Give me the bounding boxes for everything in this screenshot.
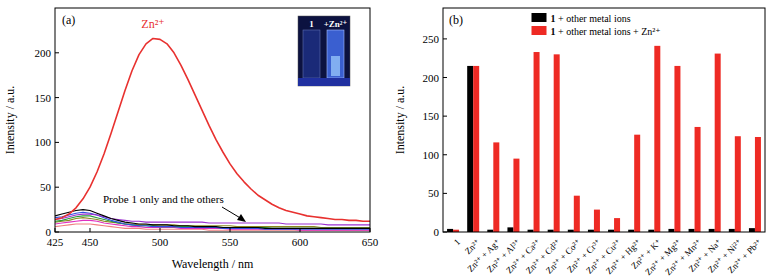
y-axis-label: Intensity / a.u. [3, 86, 17, 155]
legend: 1 + other metal ions 1 + other metal ions… [532, 13, 661, 37]
spectrum-line [55, 210, 370, 229]
x-tick-label: 500 [152, 236, 169, 248]
bar [554, 54, 560, 232]
panel-label: (b) [449, 13, 463, 27]
inset-photo [298, 16, 350, 86]
legend-label: 1 + other metal ions + Zn²⁺ [551, 26, 661, 37]
y-tick-label: 50 [428, 187, 440, 199]
y-tick [443, 193, 447, 194]
y-tick [55, 142, 59, 143]
bar [634, 135, 640, 232]
category-label: Zn²⁺ + Pb²⁺ [726, 237, 764, 275]
legend-label: 1 + other metal ions [551, 13, 631, 24]
y-tick-label: 100 [35, 136, 52, 148]
y-tick-label: 150 [35, 92, 52, 104]
bar [473, 66, 479, 232]
y-tick [443, 116, 447, 117]
bar [594, 210, 600, 232]
legend-label-part: + other metal ions [556, 13, 631, 24]
y-tick [55, 187, 59, 188]
bar [534, 52, 540, 232]
figure: 425450500550600650050100150200Wavelength… [0, 0, 770, 279]
series-label: Zn²⁺ [141, 17, 164, 31]
bar [695, 127, 701, 232]
x-tick [370, 228, 371, 232]
inset-floor [298, 78, 350, 86]
y-tick-label: 200 [423, 72, 440, 84]
y-tick-label: 200 [35, 47, 52, 59]
x-tick [55, 228, 56, 232]
background [0, 0, 770, 279]
y-tick-label: 250 [423, 33, 440, 45]
bar [715, 54, 721, 232]
bar [493, 142, 499, 232]
frame [55, 8, 370, 232]
y-tick [55, 232, 59, 233]
panel-label: (a) [62, 13, 75, 27]
legend-swatch [532, 13, 547, 22]
frame [443, 8, 765, 232]
x-axis-label: Wavelength / nm [172, 257, 254, 271]
y-tick [55, 52, 59, 53]
bar [755, 137, 761, 232]
annotation: Probe 1 only and the others [103, 193, 224, 205]
bar [749, 228, 755, 232]
y-tick [443, 77, 447, 78]
cuvette [327, 30, 344, 78]
legend-label-part: + other metal ions + Zn²⁺ [556, 26, 661, 37]
category-label: 1 [452, 237, 462, 247]
x-tick-label: 650 [362, 236, 379, 248]
bar [614, 218, 620, 232]
x-tick [300, 228, 301, 232]
y-tick-label: 0 [434, 226, 440, 238]
y-tick [443, 232, 447, 233]
x-tick [160, 228, 161, 232]
x-tick-label: 450 [82, 236, 99, 248]
arrow-head [237, 214, 246, 222]
cuvette [303, 30, 320, 78]
bar [507, 227, 513, 232]
inset-label: 1 [309, 19, 314, 29]
bar [735, 136, 741, 232]
bar [513, 159, 519, 232]
plot-area-b [447, 46, 761, 232]
x-tick [230, 228, 231, 232]
bar [674, 66, 680, 232]
glow [331, 56, 340, 76]
y-axis-label: Intensity / a.u. [393, 86, 407, 155]
x-tick-label: 600 [292, 236, 309, 248]
x-tick [90, 228, 91, 232]
y-tick-label: 150 [423, 110, 440, 122]
bar [654, 46, 660, 232]
y-tick-label: 100 [423, 149, 440, 161]
bar [574, 196, 580, 232]
x-tick-label: 550 [222, 236, 239, 248]
legend-swatch [532, 26, 547, 35]
y-tick [55, 97, 59, 98]
inset-background [298, 16, 350, 86]
y-tick [443, 38, 447, 39]
bar [467, 66, 473, 232]
y-tick [443, 154, 447, 155]
inset-label: +Zn²⁺ [324, 19, 348, 29]
y-tick-label: 50 [40, 181, 52, 193]
y-tick-label: 0 [46, 226, 52, 238]
